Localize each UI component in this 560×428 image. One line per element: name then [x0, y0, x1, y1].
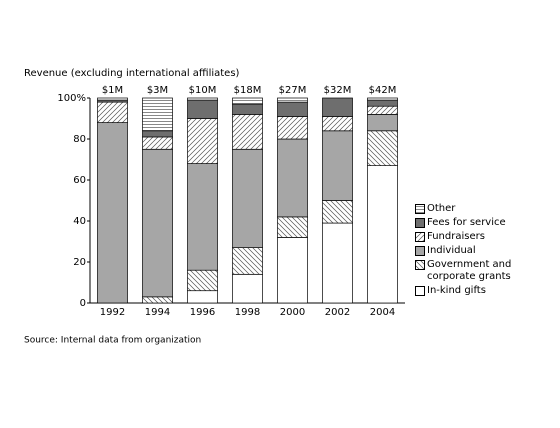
legend: Other Fees for service Fundraisers Individu…: [415, 203, 515, 299]
bar-total-label: $32M: [324, 85, 352, 96]
y-tick-label: 80: [73, 134, 86, 145]
bar-segment: [367, 99, 398, 107]
bar-segment: [142, 97, 173, 132]
bar-segment: [97, 97, 128, 101]
bar-segment: [367, 97, 398, 101]
bar-total-label: $10M: [189, 85, 217, 96]
bar-segment: [322, 130, 353, 201]
bar-segment: [142, 130, 173, 138]
legend-swatch: [415, 246, 425, 256]
x-tick-label: 2004: [370, 307, 395, 318]
bar-segment: [232, 103, 263, 115]
bar-total-label: $18M: [234, 85, 262, 96]
x-tick-label: 1996: [190, 307, 215, 318]
bar-segment: [277, 116, 308, 140]
bar-total-label: $3M: [147, 85, 168, 96]
legend-swatch: [415, 204, 425, 214]
legend-label: Fundraisers: [427, 231, 485, 242]
legend-item: Individual: [415, 245, 515, 257]
bar-segment: [367, 165, 398, 304]
x-tick-label: 2000: [280, 307, 305, 318]
bar-segment: [187, 290, 218, 304]
bar-segment: [322, 222, 353, 304]
bar-total-label: $27M: [279, 85, 307, 96]
x-tick-label: 1994: [145, 307, 170, 318]
y-tick-label: 60: [73, 175, 86, 186]
legend-item: Fees for service: [415, 217, 515, 229]
bar-segment: [277, 101, 308, 117]
x-tick-label: 2002: [325, 307, 350, 318]
bar-segment: [277, 237, 308, 304]
legend-item: Other: [415, 203, 515, 215]
bar-segment: [322, 200, 353, 224]
legend-label: In-kind gifts: [427, 285, 486, 296]
source-note: Source: Internal data from organization: [24, 336, 201, 346]
legend-label: Government and corporate grants: [427, 259, 512, 282]
bar-segment: [232, 273, 263, 304]
bar-segment: [322, 97, 353, 117]
legend-label: Other: [427, 203, 456, 214]
bar-segment: [187, 163, 218, 271]
bar-segment: [187, 97, 218, 101]
bar-segment: [187, 118, 218, 164]
y-tick-label: 40: [73, 216, 86, 227]
bar-segment: [232, 114, 263, 150]
bar-segment: [277, 97, 308, 103]
legend-item: Government and corporate grants: [415, 259, 515, 283]
legend-label: Fees for service: [427, 217, 506, 228]
bar-segment: [232, 148, 263, 249]
legend-item: Fundraisers: [415, 231, 515, 243]
y-tick-label: 0: [80, 298, 86, 309]
legend-label: Individual: [427, 245, 476, 256]
legend-swatch: [415, 286, 425, 296]
legend-item: In-kind gifts: [415, 285, 515, 297]
legend-swatch: [415, 260, 425, 270]
bar-segment: [142, 148, 173, 298]
bar-segment: [187, 99, 218, 119]
bar-segment: [322, 116, 353, 132]
x-tick-label: 1992: [100, 307, 125, 318]
bar-segment: [187, 269, 218, 292]
bar-segment: [97, 101, 128, 123]
bar-segment: [367, 130, 398, 167]
chart-title: Revenue (excluding international affilia…: [24, 68, 240, 79]
bar-segment: [277, 138, 308, 218]
bar-segment: [142, 136, 173, 150]
bar-total-label: $1M: [102, 85, 123, 96]
bar-total-label: $42M: [369, 85, 397, 96]
bar-segment: [277, 216, 308, 238]
bar-segment: [232, 97, 263, 105]
bar-segment: [232, 247, 263, 275]
bar-segment: [367, 105, 398, 115]
legend-swatch: [415, 232, 425, 242]
x-tick-label: 1998: [235, 307, 260, 318]
bar-segment: [367, 114, 398, 132]
legend-swatch: [415, 218, 425, 228]
bar-segment: [142, 296, 173, 304]
y-tick-label: 100%: [57, 93, 86, 104]
y-tick-label: 20: [73, 257, 86, 268]
bar-segment: [97, 122, 128, 304]
